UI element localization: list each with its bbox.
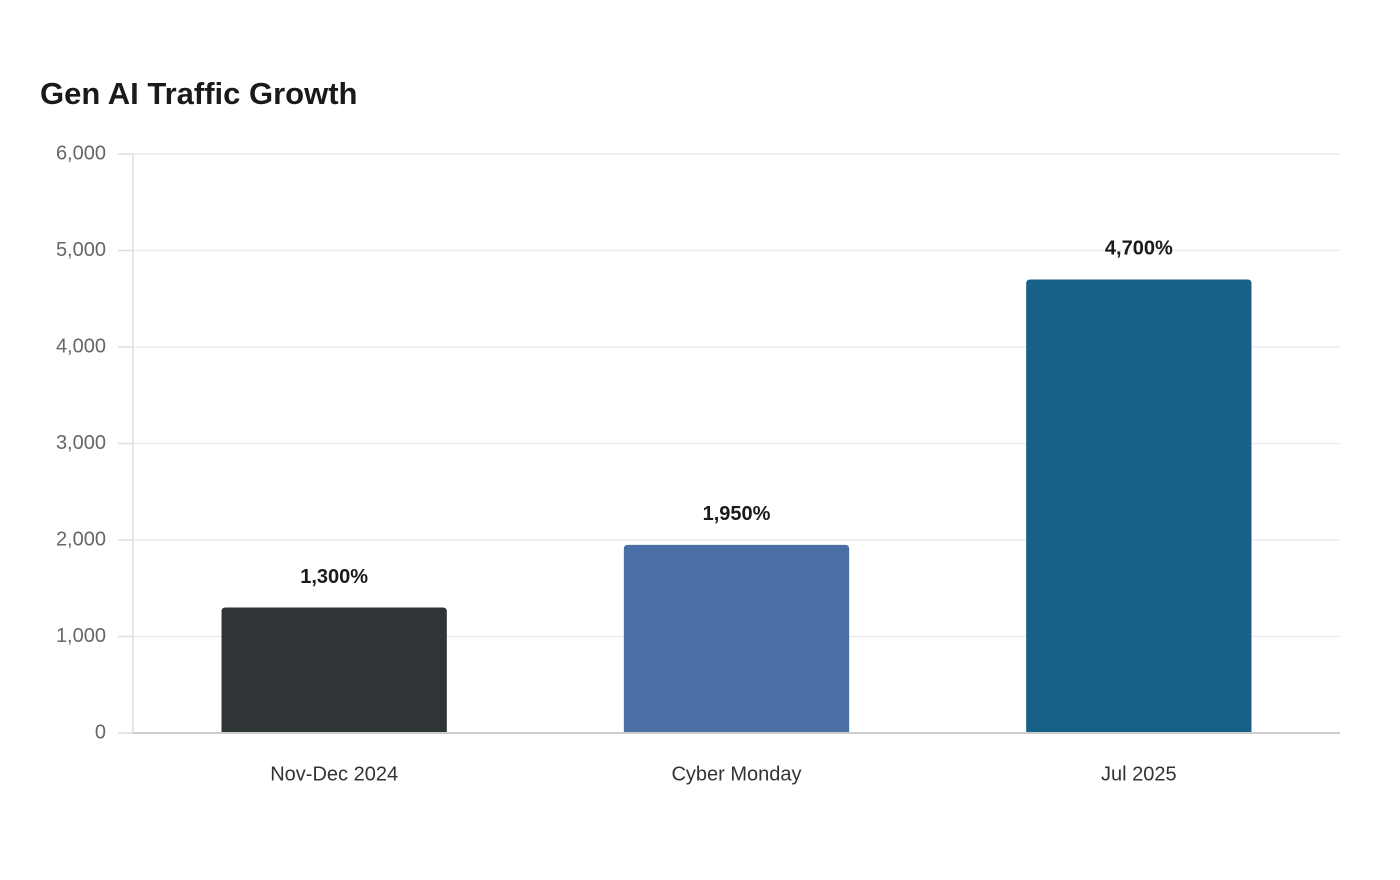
- bar: [623, 544, 850, 733]
- value-label: 1,950%: [703, 503, 771, 525]
- bar: [221, 607, 447, 733]
- chart-title: Gen AI Traffic Growth: [40, 76, 358, 111]
- y-tick-label: 0: [95, 721, 106, 743]
- value-label: 4,700%: [1105, 238, 1173, 260]
- y-tick-label: 1,000: [56, 625, 106, 647]
- x-tick-label: Jul 2025: [1101, 763, 1177, 785]
- y-tick-label: 3,000: [56, 432, 106, 454]
- value-label: 1,300%: [300, 566, 368, 588]
- x-tick-label: Cyber Monday: [671, 763, 801, 785]
- y-tick-label: 2,000: [56, 528, 106, 550]
- y-tick-label: 5,000: [56, 239, 106, 261]
- x-tick-label: Nov-Dec 2024: [270, 763, 398, 785]
- bar: [1026, 279, 1252, 733]
- y-tick-label: 6,000: [56, 142, 106, 164]
- y-tick-label: 4,000: [56, 335, 106, 357]
